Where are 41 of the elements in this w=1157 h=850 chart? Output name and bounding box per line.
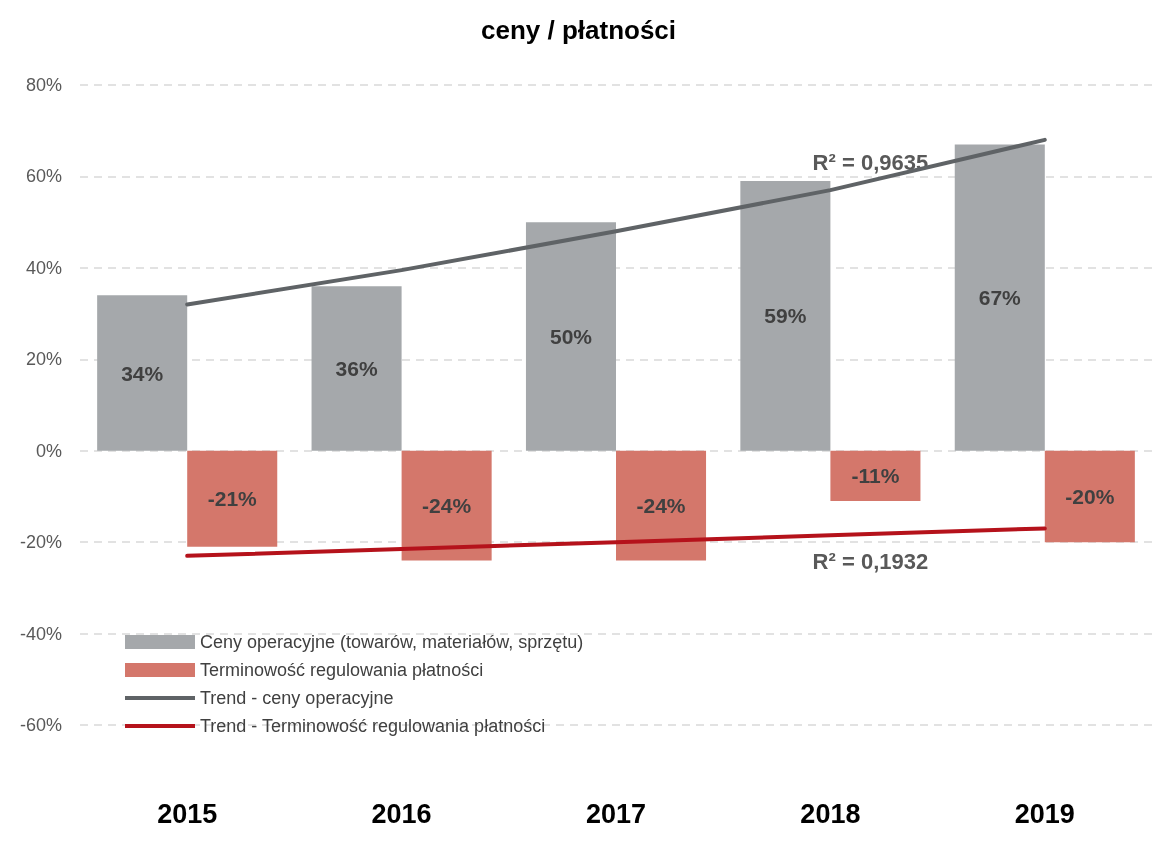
bar bbox=[97, 295, 188, 451]
bar bbox=[525, 222, 616, 451]
y-tick-label: 20% bbox=[25, 349, 62, 370]
bar bbox=[954, 144, 1045, 451]
x-tick-label: 2017 bbox=[585, 798, 647, 829]
data-label: 50% bbox=[549, 324, 593, 348]
legend-label: Trend - Terminowość regulowania płatności bbox=[200, 716, 546, 736]
bar bbox=[1044, 450, 1135, 543]
data-label: 36% bbox=[335, 356, 378, 380]
legend-label: Ceny operacyjne (towarów, materiałów, sprzętu) bbox=[200, 632, 584, 652]
legend-label: Trend - ceny operacyjne bbox=[200, 688, 394, 708]
data-label: -20% bbox=[1065, 484, 1115, 508]
y-tick-label: 0% bbox=[35, 440, 62, 461]
line-series bbox=[185, 137, 1047, 307]
bar bbox=[740, 181, 831, 451]
chart-title: ceny / płatności bbox=[480, 15, 677, 45]
data-label: -21% bbox=[207, 487, 258, 511]
bar bbox=[311, 286, 402, 451]
bar bbox=[187, 450, 278, 547]
data-label: -24% bbox=[422, 494, 472, 518]
data-label: 59% bbox=[764, 304, 807, 328]
bar bbox=[616, 450, 707, 561]
y-tick-label: 80% bbox=[25, 75, 62, 95]
annotation: R² = 0,1932 bbox=[812, 548, 929, 574]
data-label: 67% bbox=[978, 286, 1022, 310]
data-label: -24% bbox=[636, 494, 686, 518]
y-tick-label: -40% bbox=[19, 623, 62, 644]
y-tick-label: -60% bbox=[19, 715, 62, 735]
y-tick-label: 40% bbox=[25, 257, 62, 278]
x-tick-label: 2019 bbox=[1014, 798, 1075, 829]
y-tick-label: 60% bbox=[25, 166, 62, 187]
y-tick-label: -20% bbox=[19, 532, 62, 553]
bar bbox=[830, 450, 921, 501]
annotation: R² = 0,9635 bbox=[812, 149, 929, 175]
x-tick-label: 2015 bbox=[157, 798, 218, 829]
bar bbox=[401, 450, 492, 561]
data-label: 34% bbox=[121, 361, 164, 385]
data-label: -11% bbox=[851, 464, 900, 488]
x-tick-label: 2018 bbox=[800, 798, 861, 829]
legend-label: Terminowość regulowania płatności bbox=[200, 660, 484, 680]
x-tick-label: 2016 bbox=[371, 798, 432, 829]
